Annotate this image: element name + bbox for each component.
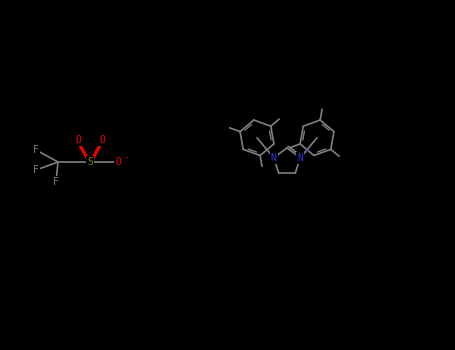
Text: O: O <box>99 135 105 145</box>
Text: -: - <box>123 154 128 162</box>
Text: F: F <box>33 145 39 155</box>
Text: +: + <box>303 148 309 154</box>
Text: N: N <box>271 153 277 163</box>
Text: F: F <box>53 177 59 187</box>
Text: O: O <box>115 157 121 167</box>
Text: F: F <box>33 165 39 175</box>
Text: S: S <box>87 157 93 167</box>
Text: O: O <box>75 135 81 145</box>
Text: N: N <box>298 153 303 163</box>
